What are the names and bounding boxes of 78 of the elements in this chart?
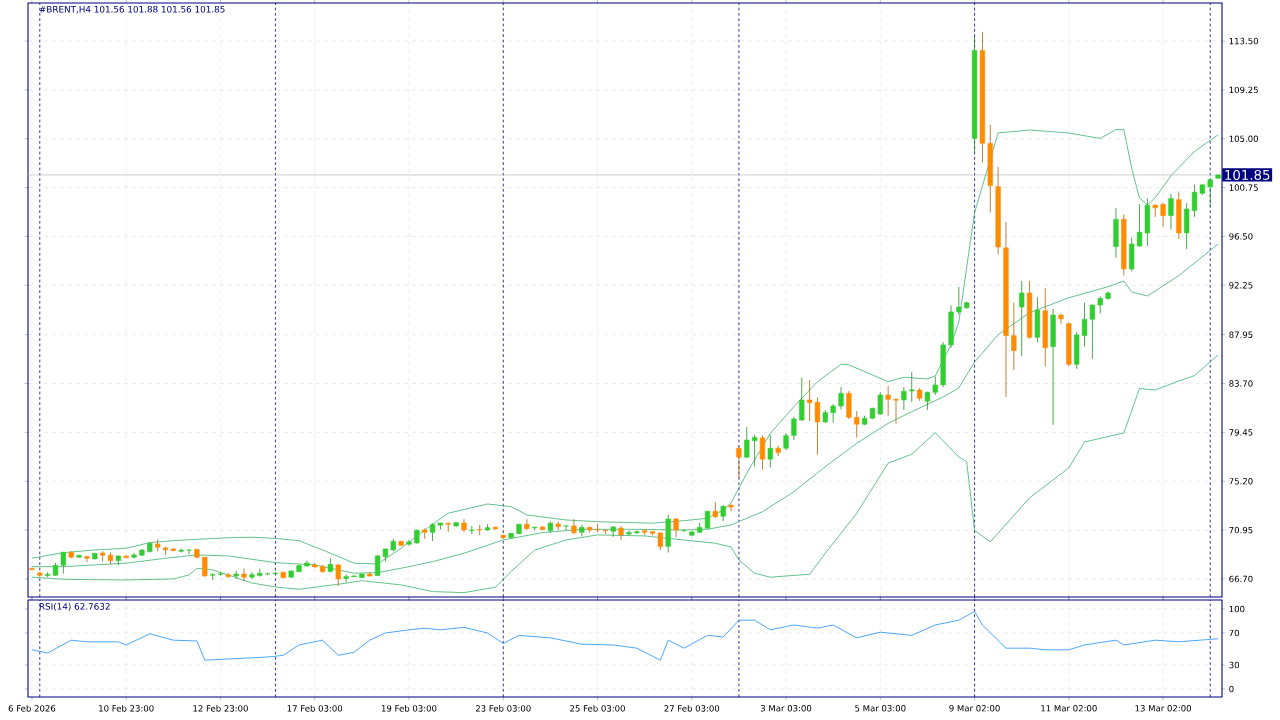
candlestick [202, 556, 208, 578]
candlestick [736, 446, 742, 479]
candlestick [469, 525, 475, 535]
x-tick-label: 9 Mar 02:00 [949, 705, 1000, 712]
y-tick-label: 0 [1229, 685, 1234, 693]
y-tick-label: 70.95 [1229, 526, 1253, 534]
x-tick-label: 19 Feb 03:00 [381, 705, 437, 712]
candlestick [249, 571, 255, 580]
line-series [31, 129, 1219, 565]
candlestick [571, 518, 577, 535]
candlestick [791, 416, 797, 441]
candlestick [673, 517, 679, 538]
candlestick [893, 398, 899, 425]
y-tick-label: 113.50 [1229, 37, 1258, 45]
line-series [31, 610, 1219, 661]
candlestick [335, 563, 341, 587]
candlestick [751, 434, 758, 467]
y-tick-label: 100 [1229, 605, 1245, 613]
line-series [31, 354, 1219, 594]
candlestick [29, 567, 35, 571]
candlestick [799, 377, 805, 422]
candlestick [241, 568, 247, 582]
x-tick-label: 23 Feb 03:00 [475, 705, 531, 712]
candlestick [885, 385, 891, 417]
candlestick [1152, 203, 1158, 218]
candlestick [186, 548, 192, 555]
y-tick-label: 105.00 [1229, 135, 1258, 142]
candlestick [901, 386, 907, 411]
candlestick [1011, 302, 1017, 371]
x-tick-label: 25 Feb 03:00 [570, 705, 625, 712]
y-tick-label: 92.25 [1229, 282, 1253, 289]
x-tick-label: 10 Feb 23:00 [99, 705, 154, 712]
candlestick [956, 286, 962, 315]
candlestick [1168, 193, 1174, 230]
y-tick-label: 100.75 [1229, 184, 1258, 191]
candlestick [131, 552, 137, 559]
candlestick [744, 426, 750, 459]
y-tick-label: 79.45 [1229, 429, 1253, 436]
chart-title: #BRENT,H4 101.56 101.88 101.56 101.85 [39, 5, 225, 14]
y-tick-label: 70 [1229, 629, 1239, 637]
y-tick-label: 109.25 [1229, 86, 1258, 94]
candlestick [1160, 202, 1166, 228]
candlestick [1019, 280, 1025, 357]
candlestick [1207, 178, 1213, 208]
chart-title: RSI(14) 62.7632 [39, 602, 110, 611]
candlestick [728, 503, 734, 512]
candlestick [767, 434, 773, 468]
candlestick [84, 555, 90, 563]
candlestick [759, 434, 766, 471]
x-tick-label: 12 Feb 23:00 [193, 705, 248, 712]
ref-line-label: 101.85 [1225, 169, 1270, 180]
candlestick [830, 403, 836, 424]
y-tick-label: 83.70 [1229, 380, 1253, 387]
candlestick [343, 573, 349, 583]
candlestick [563, 525, 569, 531]
x-tick-label: 13 Mar 02:00 [1135, 705, 1191, 712]
candlestick [877, 391, 883, 416]
candlestick [854, 410, 860, 438]
line-series [31, 243, 1219, 574]
candlestick [178, 548, 184, 553]
candlestick [618, 525, 624, 541]
y-tick-label: 75.20 [1229, 478, 1253, 485]
x-tick-label: 27 Feb 03:00 [664, 705, 720, 712]
x-tick-label: 17 Feb 03:00 [287, 705, 343, 712]
candlestick [445, 522, 451, 533]
candlestick [838, 386, 844, 410]
y-tick-label: 87.95 [1229, 331, 1253, 338]
candlestick [1058, 313, 1064, 325]
x-tick-label: 5 Mar 03:00 [855, 705, 906, 712]
y-tick-label: 30 [1229, 661, 1239, 669]
y-tick-label: 96.50 [1229, 233, 1253, 240]
x-tick-label: 11 Mar 02:00 [1041, 705, 1097, 712]
x-tick-label: 3 Mar 03:00 [760, 705, 812, 712]
candlestick [477, 524, 483, 536]
y-tick-label: 66.70 [1229, 575, 1253, 583]
x-tick-label: 6 Feb 2026 [8, 705, 56, 712]
candlestick [909, 371, 915, 403]
candlestick [932, 376, 938, 396]
